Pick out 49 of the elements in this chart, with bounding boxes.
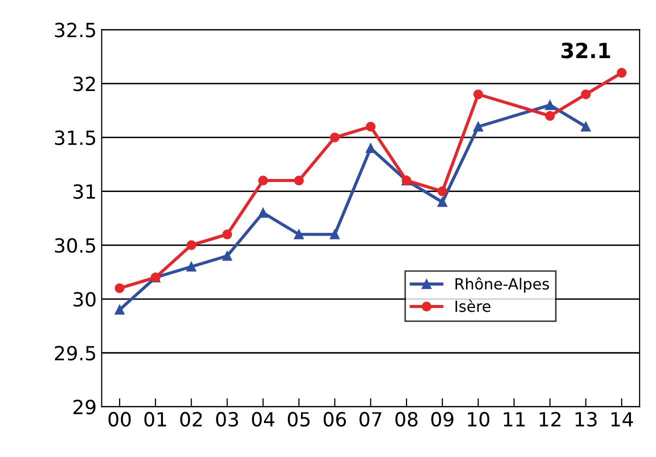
x-tick-label: 00 [108,412,131,427]
x-tick-label: 02 [180,412,202,427]
point [114,304,124,315]
point [438,197,448,207]
x-tick-label: 09 [431,412,454,427]
x-tick-label: 07 [360,412,382,427]
x-tick-label: 13 [576,412,597,427]
x-tick-label: 06 [324,412,346,427]
point [330,230,340,240]
x-tick-label: 04 [252,412,274,427]
y-tick-label: 31 [74,184,96,199]
point [294,176,304,186]
point [473,89,484,100]
x-tick-label: 11 [504,412,525,426]
x-tick-label: 12 [540,412,560,426]
y-tick-label: 30.5 [55,238,96,253]
point [330,132,340,142]
y-tick-label: 31.5 [55,130,96,146]
x-tick-label: 08 [395,412,418,427]
legend-label: Isère [456,300,490,312]
x-tick-label: 14 [611,412,633,426]
y-tick-label: 32.5 [55,22,96,38]
point [366,143,376,154]
point [114,283,124,294]
point [258,176,268,186]
x-tick-label: 10 [468,412,490,427]
point [580,122,591,132]
point [294,230,304,240]
point [222,251,232,261]
point [186,262,196,272]
x-tick-label: 05 [288,412,310,427]
point [545,111,555,121]
x-tick-label: 01 [144,412,166,427]
point [473,122,484,132]
point [616,68,627,78]
point [545,100,555,110]
point [222,230,232,240]
y-tick-label: 29 [74,400,96,414]
legend-label: Rhône-Alpes [456,277,549,293]
y-tick-label: 29.5 [54,346,96,361]
point [258,208,268,218]
annotation: 32.1 [562,42,610,58]
point [438,186,448,196]
x-tick-label: 03 [216,412,238,427]
y-tick-label: 32 [74,76,95,92]
point [366,122,376,132]
y-tick-label: 30 [74,292,96,307]
point [186,240,196,250]
point [580,89,591,100]
